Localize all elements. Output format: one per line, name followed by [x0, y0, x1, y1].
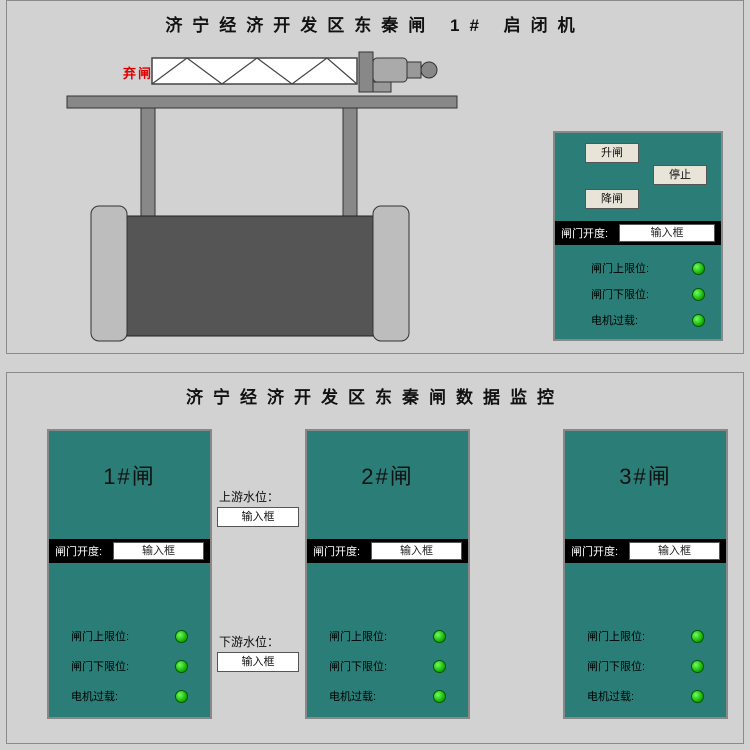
led-indicator: [692, 314, 705, 327]
status-label: 电机过载:: [329, 688, 376, 704]
opening-row: 闸门开度: 输入框: [555, 221, 721, 245]
opening-input[interactable]: 输入框: [113, 542, 204, 560]
gate-opening-row: 闸门开度: 输入框: [49, 539, 210, 563]
opening-label: 闸门开度:: [571, 543, 629, 559]
led-indicator: [433, 660, 446, 673]
led-indicator: [691, 630, 704, 643]
status-list: 闸门上限位: 闸门下限位: 电机过载:: [555, 255, 721, 333]
status-label: 电机过载:: [591, 312, 638, 328]
hoist-diagram: [47, 46, 477, 346]
gate-status-list: 闸门上限位: 闸门下限位: 电机过载:: [307, 621, 468, 711]
raise-button[interactable]: 升闸: [585, 143, 639, 163]
status-row: 电机过载:: [49, 681, 210, 711]
led-indicator: [692, 262, 705, 275]
downstream-input[interactable]: 输入框: [217, 652, 299, 672]
status-row: 电机过载:: [307, 681, 468, 711]
monitor-title: 济宁经济开发区东秦闸数据监控: [7, 383, 743, 408]
status-label: 闸门下限位:: [329, 658, 387, 674]
opening-input[interactable]: 输入框: [629, 542, 720, 560]
gate-opening-row: 闸门开度: 输入框: [565, 539, 726, 563]
status-row: 闸门上限位:: [555, 255, 721, 281]
led-indicator: [692, 288, 705, 301]
led-indicator: [175, 690, 188, 703]
status-row: 闸门上限位:: [565, 621, 726, 651]
hoist-title: 济宁经济开发区东秦闸 1# 启闭机: [7, 11, 743, 36]
status-label: 闸门上限位:: [591, 260, 649, 276]
gate-title: 1#闸: [49, 459, 210, 491]
status-row: 闸门下限位:: [555, 281, 721, 307]
status-row: 闸门上限位:: [49, 621, 210, 651]
upstream-input[interactable]: 输入框: [217, 507, 299, 527]
status-label: 闸门上限位:: [329, 628, 387, 644]
gate-status-list: 闸门上限位: 闸门下限位: 电机过载:: [565, 621, 726, 711]
opening-label: 闸门开度:: [313, 543, 371, 559]
opening-input[interactable]: 输入框: [371, 542, 462, 560]
opening-label: 闸门开度:: [55, 543, 113, 559]
gate-status-list: 闸门上限位: 闸门下限位: 电机过载:: [49, 621, 210, 711]
hoist-section: 济宁经济开发区东秦闸 1# 启闭机 弃闸 升闸 停止 降闸 闸门开度: 输入框: [6, 0, 744, 354]
downstream-waterlevel: 下游水位： 输入框: [217, 633, 303, 672]
monitor-section: 济宁经济开发区东秦闸数据监控 上游水位： 输入框 下游水位： 输入框 1#闸 闸…: [6, 372, 744, 744]
opening-label: 闸门开度:: [561, 225, 619, 241]
status-row: 电机过载:: [555, 307, 721, 333]
status-label: 电机过载:: [587, 688, 634, 704]
status-label: 闸门下限位:: [591, 286, 649, 302]
status-row: 闸门下限位:: [307, 651, 468, 681]
led-indicator: [175, 630, 188, 643]
led-indicator: [691, 660, 704, 673]
upstream-waterlevel: 上游水位： 输入框: [217, 488, 303, 527]
status-row: 闸门上限位:: [307, 621, 468, 651]
gate-title: 3#闸: [565, 459, 726, 491]
status-label: 闸门下限位:: [587, 658, 645, 674]
led-indicator: [433, 690, 446, 703]
status-label: 闸门上限位:: [587, 628, 645, 644]
gate-panel-3: 3#闸 闸门开度: 输入框 闸门上限位: 闸门下限位: 电机过载:: [563, 429, 728, 719]
upstream-label: 上游水位：: [217, 488, 303, 505]
gate-panel-1: 1#闸 闸门开度: 输入框 闸门上限位: 闸门下限位: 电机过载:: [47, 429, 212, 719]
downstream-label: 下游水位：: [217, 633, 303, 650]
led-indicator: [175, 660, 188, 673]
lower-button[interactable]: 降闸: [585, 189, 639, 209]
status-row: 闸门下限位:: [565, 651, 726, 681]
status-row: 闸门下限位:: [49, 651, 210, 681]
led-indicator: [433, 630, 446, 643]
led-indicator: [691, 690, 704, 703]
gate-panel-2: 2#闸 闸门开度: 输入框 闸门上限位: 闸门下限位: 电机过载:: [305, 429, 470, 719]
gate-opening-row: 闸门开度: 输入框: [307, 539, 468, 563]
gate-title: 2#闸: [307, 459, 468, 491]
status-label: 闸门下限位:: [71, 658, 129, 674]
status-label: 闸门上限位:: [71, 628, 129, 644]
status-label: 电机过载:: [71, 688, 118, 704]
stop-button[interactable]: 停止: [653, 165, 707, 185]
status-row: 电机过载:: [565, 681, 726, 711]
opening-input[interactable]: 输入框: [619, 224, 715, 242]
control-panel: 升闸 停止 降闸 闸门开度: 输入框 闸门上限位: 闸门下限位: 电机过载:: [553, 131, 723, 341]
